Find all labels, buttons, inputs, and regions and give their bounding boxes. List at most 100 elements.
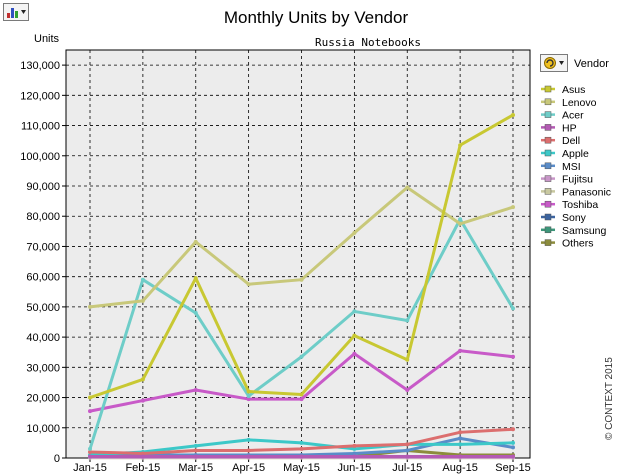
legend-item-msi[interactable]: MSI xyxy=(541,161,581,173)
y-tick-label: 40,000 xyxy=(26,332,60,344)
y-tick-label: 110,000 xyxy=(21,121,60,133)
bar-chart-icon xyxy=(7,8,26,18)
plot-area xyxy=(65,49,531,459)
legend-item-sony[interactable]: Sony xyxy=(541,212,587,224)
legend-item-panasonic[interactable]: Panasonic xyxy=(541,186,611,198)
data-point-lenovo xyxy=(405,185,410,190)
legend-label: Panasonic xyxy=(562,186,611,198)
legend-item-others[interactable]: Others xyxy=(541,238,594,250)
x-tick-label: Mar-15 xyxy=(178,462,213,474)
data-point-hp xyxy=(193,454,198,459)
vendor-selector-button[interactable] xyxy=(540,54,568,72)
data-point-toshiba xyxy=(299,397,304,402)
y-axis-label: Units xyxy=(34,33,60,45)
chart-subtitle: Russia Notebooks xyxy=(315,36,421,49)
legend-item-hp[interactable]: HP xyxy=(541,122,577,134)
data-point-apple xyxy=(458,442,463,447)
data-point-acer xyxy=(193,310,198,315)
legend-label: Samsung xyxy=(562,225,607,237)
legend-marker xyxy=(544,188,552,195)
y-tick-label: 120,000 xyxy=(20,90,60,102)
chart-tool-button[interactable] xyxy=(3,3,29,21)
legend-label: Toshiba xyxy=(562,199,598,211)
legend-item-dell[interactable]: Dell xyxy=(541,135,580,147)
legend-marker xyxy=(544,239,552,246)
data-point-asus xyxy=(246,389,251,394)
legend-item-apple[interactable]: Apple xyxy=(541,148,589,160)
data-point-dell xyxy=(299,446,304,451)
data-point-hp xyxy=(458,454,463,459)
data-point-toshiba xyxy=(193,388,198,392)
data-point-hp xyxy=(352,454,357,459)
data-point-dell xyxy=(246,448,251,453)
data-point-lenovo xyxy=(458,221,463,226)
data-point-apple xyxy=(352,446,357,451)
legend-item-asus[interactable]: Asus xyxy=(541,84,585,96)
data-point-msi xyxy=(405,448,410,453)
y-tick-label: 100,000 xyxy=(20,151,60,163)
legend-marker xyxy=(544,200,552,208)
x-tick-label: Apr-15 xyxy=(232,462,265,474)
legend-marker xyxy=(544,162,552,170)
grid-lines xyxy=(66,50,530,458)
data-point-apple xyxy=(193,443,198,448)
data-point-apple xyxy=(299,440,304,445)
data-point-lenovo xyxy=(246,282,251,287)
data-point-acer xyxy=(511,306,515,311)
legend-label: Apple xyxy=(562,148,589,160)
data-point-dell xyxy=(140,451,145,456)
legend-label: HP xyxy=(562,122,577,134)
x-tick-label: Sep-15 xyxy=(495,462,530,474)
y-tick-label: 10,000 xyxy=(26,423,60,435)
data-point-dell xyxy=(458,430,463,435)
series-lines xyxy=(88,112,515,460)
data-point-msi xyxy=(511,445,515,450)
data-point-acer xyxy=(458,217,463,222)
data-point-hp xyxy=(511,454,515,459)
data-point-lenovo xyxy=(511,205,515,210)
legend-item-lenovo[interactable]: Lenovo xyxy=(541,97,597,109)
data-point-asus xyxy=(299,392,304,397)
legend-item-samsung[interactable]: Samsung xyxy=(541,225,607,237)
data-point-lenovo xyxy=(140,298,145,303)
data-point-acer xyxy=(352,309,357,314)
data-point-toshiba xyxy=(246,397,251,402)
legend-marker xyxy=(544,226,552,234)
data-point-toshiba xyxy=(458,348,463,353)
x-tick-label: Jun-15 xyxy=(338,462,372,474)
legend-label: Others xyxy=(562,238,594,250)
x-tick-label: Jul-15 xyxy=(392,462,422,474)
data-point-dell xyxy=(511,427,515,432)
legend-item-fujitsu[interactable]: Fujitsu xyxy=(541,174,593,186)
y-tick-label: 70,000 xyxy=(26,241,60,253)
data-point-acer xyxy=(88,446,92,451)
legend: AsusLenovoAcerHPDellAppleMSIFujitsuPanas… xyxy=(541,84,611,250)
data-point-toshiba xyxy=(405,388,410,392)
data-point-acer xyxy=(246,394,251,399)
data-point-toshiba xyxy=(352,351,357,356)
x-tick-label: Feb-15 xyxy=(125,462,160,474)
y-tick-label: 80,000 xyxy=(26,211,60,223)
legend-label: Acer xyxy=(562,110,584,122)
data-point-asus xyxy=(140,377,145,382)
data-point-apple xyxy=(246,437,251,442)
x-tick-label: Jan-15 xyxy=(73,462,107,474)
data-point-asus xyxy=(458,143,463,148)
legend-label: Sony xyxy=(562,212,587,224)
data-point-lenovo xyxy=(88,304,92,309)
legend-marker xyxy=(544,98,552,106)
y-tick-label: 90,000 xyxy=(26,181,60,193)
data-point-toshiba xyxy=(88,409,92,414)
data-point-acer xyxy=(140,277,145,282)
y-tick-label: 130,000 xyxy=(20,60,60,72)
legend-label: MSI xyxy=(562,161,581,173)
data-point-apple xyxy=(511,440,515,445)
legend-marker xyxy=(544,213,552,221)
legend-item-acer[interactable]: Acer xyxy=(541,110,584,122)
data-point-acer xyxy=(299,354,304,359)
data-point-lenovo xyxy=(352,230,357,235)
data-point-dell xyxy=(88,449,92,454)
data-point-hp xyxy=(246,454,251,459)
legend-item-toshiba[interactable]: Toshiba xyxy=(541,199,598,211)
